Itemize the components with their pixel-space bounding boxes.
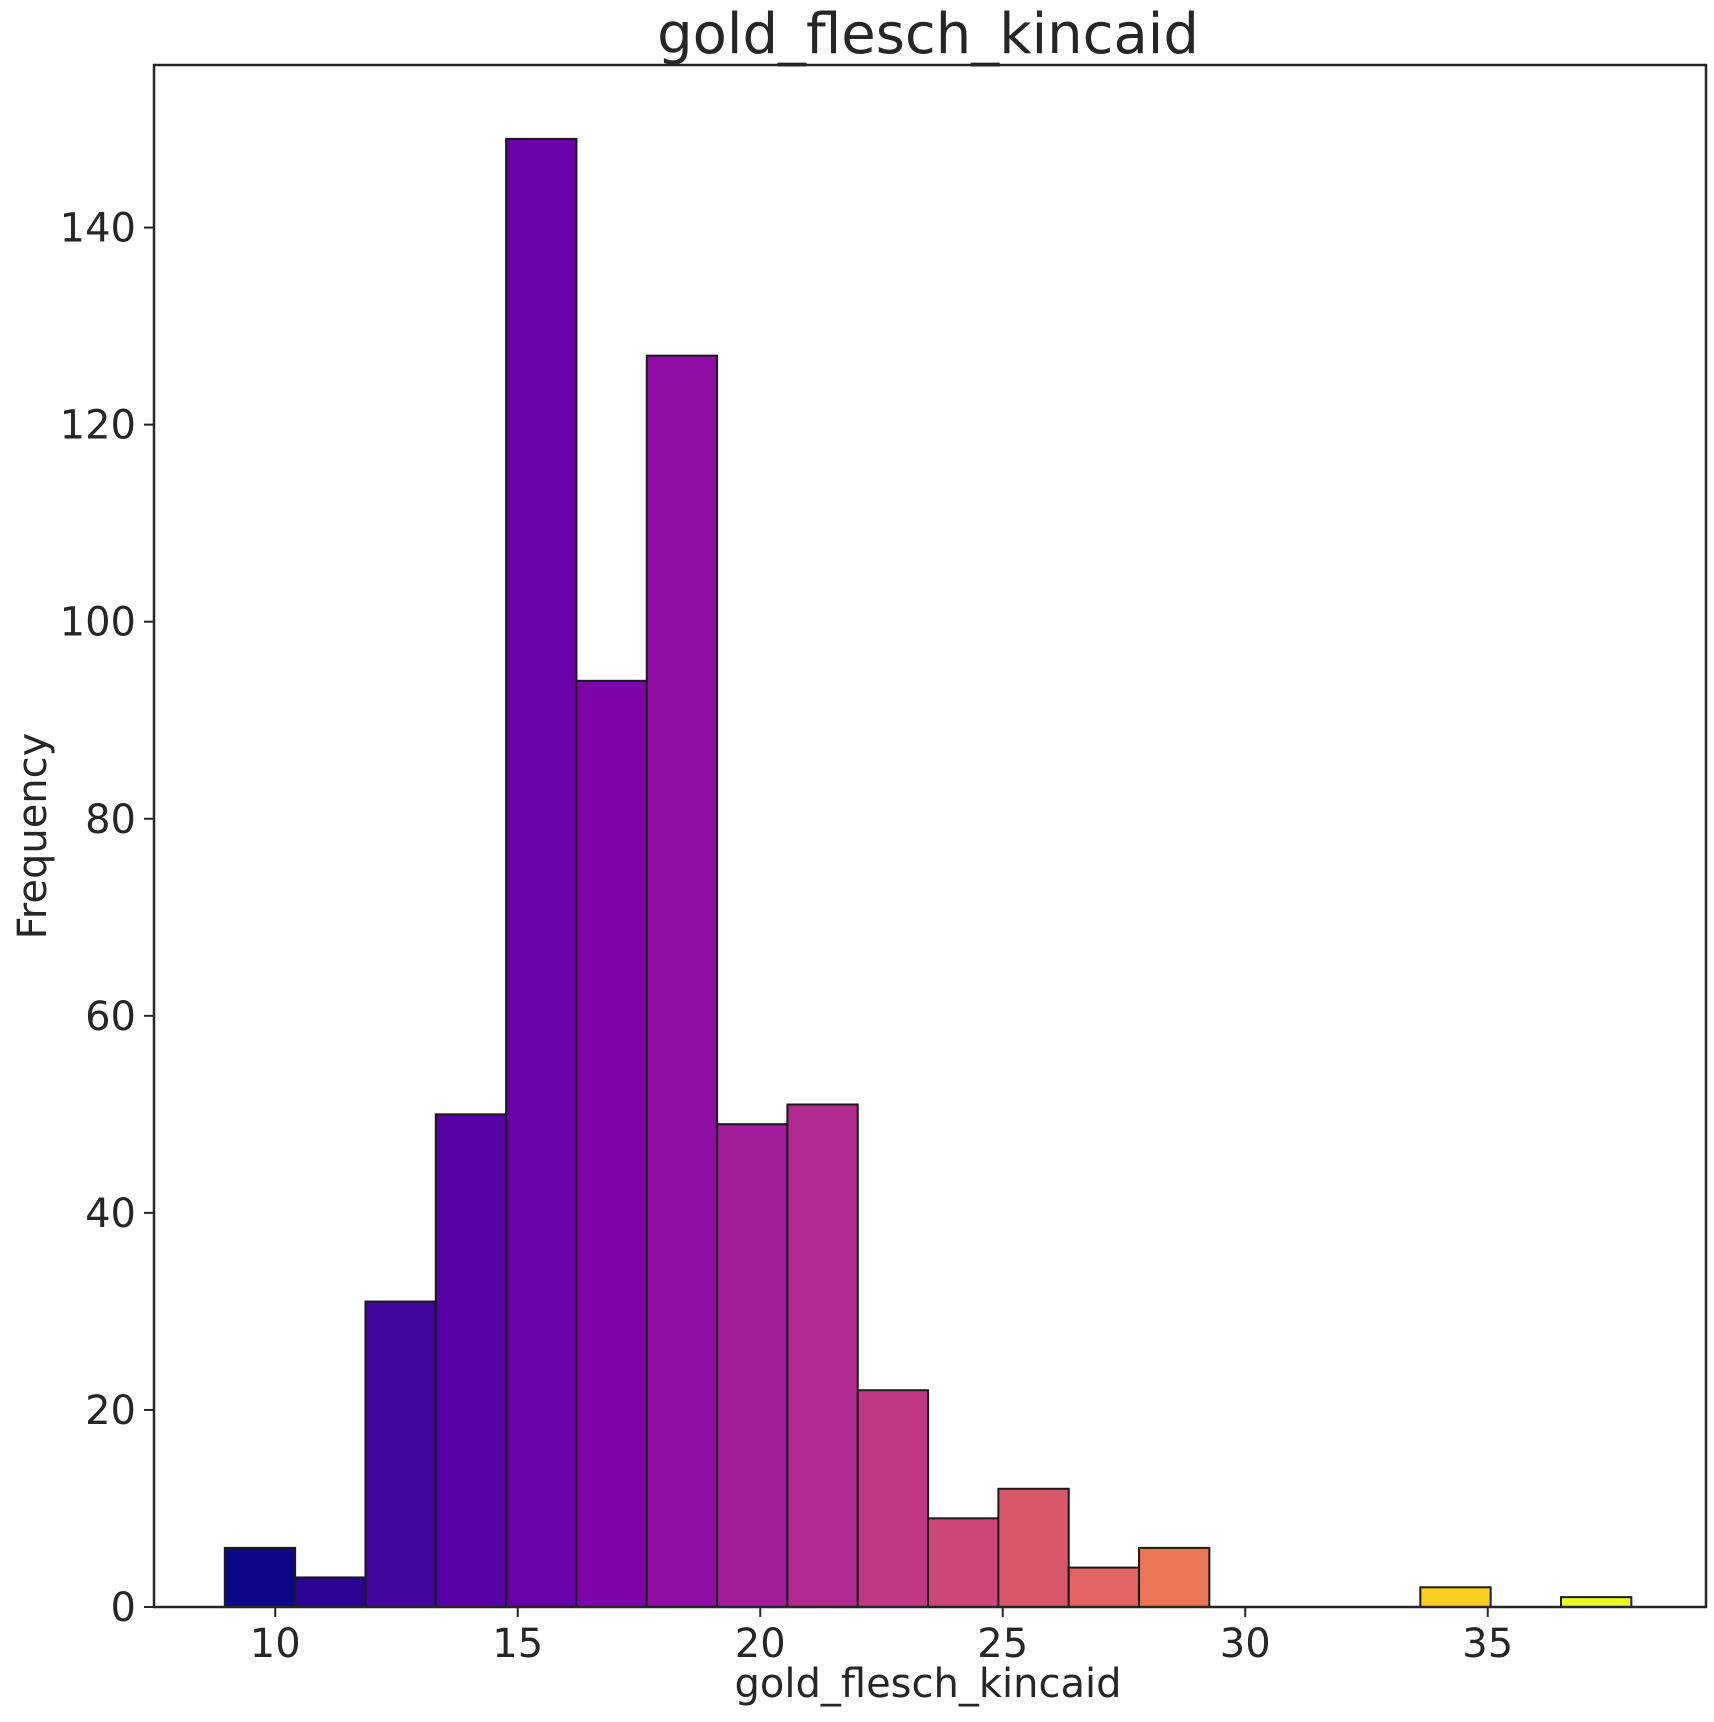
x-tick-label: 20: [735, 1621, 786, 1667]
histogram-bar-7: [716, 1123, 789, 1609]
histogram-bar-19: [1559, 1596, 1633, 1609]
x-axis-label: gold_flesch_kincaid: [735, 1661, 1122, 1707]
histogram-bar-9: [856, 1389, 930, 1609]
histogram-bar-6: [645, 354, 719, 1608]
plot-frame: [152, 63, 1708, 1609]
histogram-bar-2: [364, 1300, 437, 1608]
y-tick-label: 0: [111, 1585, 136, 1631]
histogram-bar-10: [927, 1517, 1000, 1608]
histogram-bar-0: [223, 1546, 297, 1609]
histogram-bar-8: [786, 1103, 859, 1609]
x-tick-label: 15: [492, 1621, 543, 1667]
y-tick-label: 120: [60, 403, 136, 449]
x-axis-ticks: 10 15 20 25 30 35: [250, 1607, 1513, 1667]
bars-group: [223, 137, 1633, 1609]
x-tick-label: 35: [1462, 1621, 1513, 1667]
histogram-bar-5: [575, 679, 648, 1608]
y-tick-label: 40: [85, 1191, 136, 1237]
histogram-bar-1: [294, 1576, 367, 1609]
y-tick-label: 60: [85, 994, 136, 1040]
histogram-bar-11: [997, 1487, 1070, 1608]
histogram-bar-17: [1419, 1586, 1492, 1609]
y-tick-label: 100: [60, 600, 136, 646]
y-tick-label: 80: [85, 797, 136, 843]
y-tick-label: 140: [60, 206, 136, 252]
histogram-bar-12: [1067, 1566, 1141, 1609]
histogram-bar-4: [505, 137, 578, 1609]
x-tick-label: 30: [1220, 1621, 1271, 1667]
y-tick-label: 20: [85, 1388, 136, 1434]
chart-title: gold_flesch_kincaid: [657, 2, 1199, 67]
y-axis-ticks: 0 20 40 60 80 100 120 140: [60, 206, 154, 1631]
x-tick-label: 25: [977, 1621, 1028, 1667]
histogram-bar-3: [434, 1113, 508, 1609]
histogram-bar-13: [1138, 1546, 1211, 1609]
y-axis-label: Frequency: [10, 733, 56, 940]
x-tick-label: 10: [250, 1621, 301, 1667]
